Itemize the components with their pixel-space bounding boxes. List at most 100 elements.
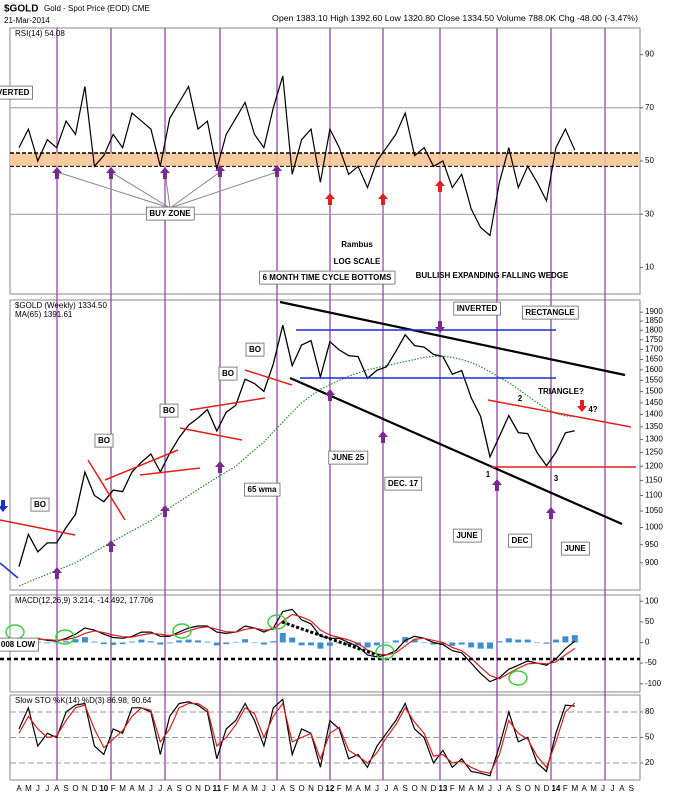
x-tick-label: J [36,784,40,793]
x-tick-label: F [337,784,342,793]
histogram-bar [505,638,512,643]
x-tick-label: J [375,784,379,793]
histogram-bar [439,642,446,645]
y-tick-label: 900 [645,558,659,567]
x-tick-label: M [345,784,352,793]
histogram-bar [213,642,220,646]
x-tick-label: 12 [325,784,334,793]
x-tick-label: M [138,784,145,793]
histogram-bar [260,642,267,645]
annotation-box [508,533,533,548]
histogram-bar [468,642,475,648]
annotation: BO [163,406,175,415]
highlight-circle [267,614,287,630]
trend-line [169,171,221,209]
x-tick-label: O [412,784,418,793]
x-tick-label: A [619,784,625,793]
histogram-bar [373,642,380,646]
x-tick-label: 10 [99,784,108,793]
x-tick-label: O [72,784,78,793]
x-tick-label: J [149,784,153,793]
panel-label: MACD(12,26,9) 3.214, -14.492, 17.706 [15,596,154,605]
x-tick-label: M [571,784,578,793]
panel [9,299,641,591]
y-tick-label: 1200 [645,461,663,470]
x-tick-label: D [318,784,324,793]
series-line [18,75,576,237]
x-tick-label: A [506,784,512,793]
series-line [18,702,576,774]
x-tick-label: M [458,784,465,793]
x-tick-label: J [158,784,162,793]
trend-line [279,300,626,377]
x-tick-label: J [271,784,275,793]
highlight-circle [55,629,75,645]
arrow [106,167,116,179]
annotation: JUNE 25 [332,453,365,462]
x-tick-label: D [431,784,437,793]
annotation: RECTANGLE [525,308,575,317]
annotation: BULLISH EXPANDING FALLING WEDGE [416,271,569,280]
trend-line [244,369,293,386]
y-tick-label: 1650 [645,355,663,364]
x-tick-label: O [298,784,304,793]
stats: Open 1383.10 High 1392.60 Low 1320.80 Cl… [272,14,638,23]
y-tick-label: 1050 [645,506,663,515]
histogram-bar [166,642,173,644]
histogram-bar [364,642,371,648]
histogram-bar [270,641,277,643]
trend-line [104,449,179,481]
trend-line [56,171,171,209]
annotation-box [0,85,33,100]
y-tick-label: 950 [645,540,659,549]
y-tick-label: 30 [645,209,654,218]
annotation-box [384,476,423,491]
histogram-bar [242,639,249,643]
x-tick-label: S [516,784,521,793]
chart-title: Gold - Spot Price (EOD) CME [44,4,150,13]
histogram-bar [138,639,145,643]
x-tick-label: N [195,784,201,793]
x-tick-label: S [63,784,68,793]
arrow [160,167,170,179]
annotation: DEC [512,536,529,545]
histogram-bar [562,636,569,643]
legend-entry: RSI(14) 54.08 [15,29,65,38]
x-tick-label: A [54,784,60,793]
y-tick-label: 1100 [645,491,663,500]
x-tick-label: F [111,784,116,793]
x-tick-label: F [563,784,568,793]
trend-line [281,620,381,658]
arrow [378,431,388,443]
y-tick-label: 50 [645,156,654,165]
annotation: 6 MONTH TIME CYCLE BOTTOMS [263,273,392,282]
x-tick-label: A [280,784,286,793]
y-tick-label: 1300 [645,435,663,444]
x-tick-label: D [205,784,211,793]
annotation-box [522,305,579,320]
arrow [435,321,445,333]
trend-line [289,376,623,526]
x-tick-label: F [450,784,455,793]
x-tick-label: 13 [438,784,447,793]
histogram-bar [392,640,399,643]
x-tick-label: M [364,784,371,793]
annotation: BO [249,345,261,354]
y-tick-label: 1750 [645,335,663,344]
annotation: INVERTED [457,304,498,313]
x-tick-label: N [421,784,427,793]
histogram-bar [449,642,456,646]
x-tick-label: M [119,784,126,793]
highlight-circle [375,644,395,660]
x-tick-label: J [45,784,49,793]
y-tick-label: 1500 [645,387,663,396]
y-tick-label: 1350 [645,422,663,431]
arrow [0,500,8,512]
x-tick-label: M [590,784,597,793]
annotation: 65 wma [248,485,277,494]
x-tick-label: A [242,784,248,793]
trend-line [139,467,201,476]
histogram-bar [421,642,428,643]
x-tick-label: J [384,784,388,793]
annotation: TRIANGLE? [538,387,584,396]
